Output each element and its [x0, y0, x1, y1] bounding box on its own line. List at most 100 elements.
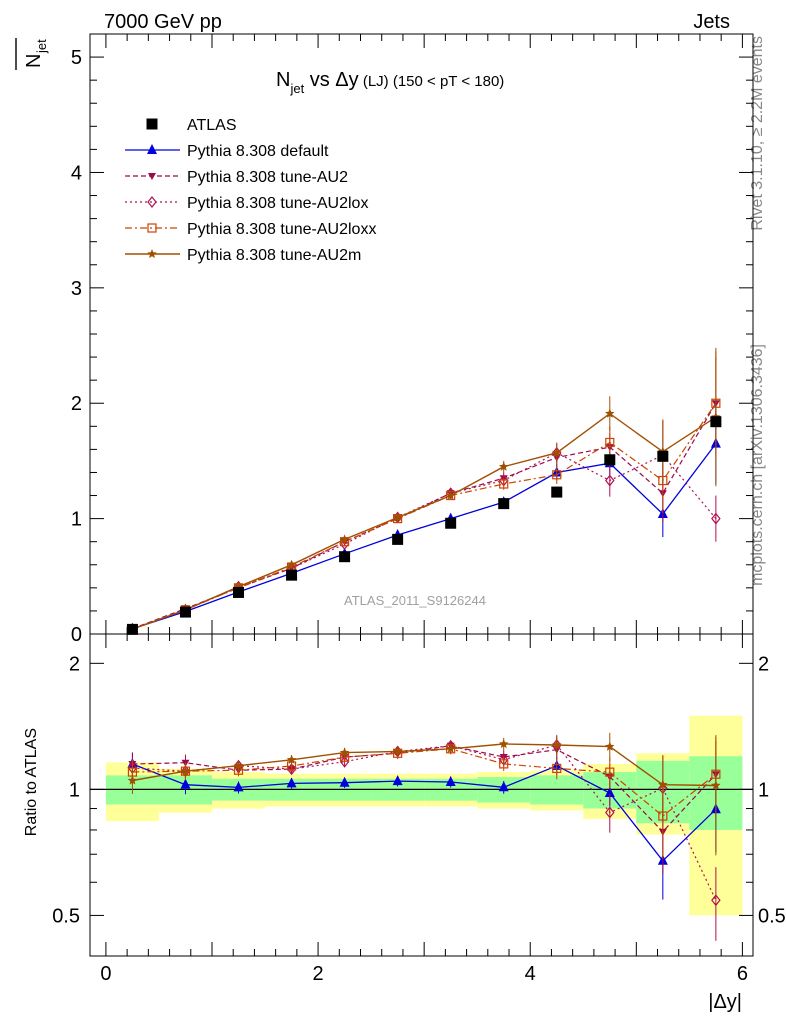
series-point	[605, 437, 615, 448]
ratio-point	[605, 806, 615, 819]
ratio-point	[658, 779, 668, 789]
legend-label: ATLAS	[187, 117, 237, 134]
legend-marker	[147, 144, 157, 154]
rivet-label: Rivet 3.1.10, ≥ 2.2M events	[749, 36, 766, 231]
title-sub: jet	[289, 81, 304, 96]
main-panel-data	[126, 416, 722, 635]
ratio-point	[445, 743, 456, 753]
ratio-point	[499, 739, 509, 749]
ratio-axes: 0 2 4 6 0.5 0.5 1 1 2 2	[52, 634, 786, 985]
legend-entry: Pythia 8.308 default	[125, 143, 329, 160]
main-axes: 0 1 2 3 4 5	[71, 33, 753, 646]
series-point	[605, 474, 615, 487]
legend-entry: Pythia 8.308 tune-AU2lox	[125, 195, 368, 212]
legend-marker	[147, 196, 157, 208]
series-line	[132, 412, 717, 630]
ratio-point	[286, 754, 297, 764]
ratio-y-tick-label: 0.5	[52, 905, 80, 927]
legend-marker	[146, 118, 158, 130]
main-panel-series	[127, 347, 721, 635]
ratio-point	[604, 787, 615, 798]
ratio-panel-series	[127, 732, 721, 941]
legend-marker	[147, 249, 157, 258]
ratio-y-tick-label-right: 2	[758, 653, 769, 675]
ratio-point	[180, 766, 191, 776]
ratio-panel-bands	[105, 715, 743, 916]
data-point	[286, 569, 298, 581]
xlabel: |Δy|	[708, 991, 742, 1013]
legend-entry: Pythia 8.308 tune-AU2m	[125, 247, 361, 264]
series-point	[499, 461, 509, 471]
series-point	[339, 534, 350, 544]
ratio-series-line	[132, 763, 717, 862]
ratio-y-tick-label-right: 0.5	[758, 905, 786, 927]
title-mid: vs Δy	[304, 69, 358, 91]
watermark: ATLAS_2011_S9126244	[344, 593, 486, 608]
ratio-point	[711, 780, 721, 790]
x-tick-label: 0	[100, 963, 111, 985]
ratio-point	[233, 760, 244, 770]
legend-marker	[147, 223, 157, 233]
ratio-point	[445, 775, 456, 786]
series-point	[392, 512, 403, 522]
ratio-series-line	[132, 743, 716, 787]
x-tick-label: 6	[737, 963, 748, 985]
ylabel-main: N	[23, 54, 45, 68]
series-line	[132, 443, 717, 630]
legend-entry: Pythia 8.308 tune-AU2loxx	[125, 221, 376, 238]
y-tick-label: 1	[71, 509, 82, 531]
ratio-series-line	[132, 744, 717, 901]
ratio-point	[499, 759, 509, 769]
legend-entry: Pythia 8.308 tune-AU2	[125, 169, 348, 186]
data-point	[392, 533, 404, 545]
data-point	[126, 623, 138, 635]
series-line	[132, 452, 717, 630]
ratio-point	[339, 776, 350, 787]
ratio-point	[286, 777, 297, 788]
ratio-point	[498, 781, 509, 792]
data-point	[445, 517, 457, 529]
ylabel-sub: jet	[34, 39, 49, 54]
data-point	[339, 551, 351, 563]
legend-entry: ATLAS	[146, 117, 237, 134]
data-point	[710, 416, 722, 428]
series-point	[445, 490, 456, 500]
data-point	[179, 606, 191, 618]
title-main: N	[276, 69, 290, 91]
plot-title: Njet vs Δy (LJ) (150 < pT < 180)	[276, 69, 504, 96]
y-tick-label: 3	[71, 278, 82, 300]
x-tick-label: 4	[525, 963, 536, 985]
data-point	[551, 486, 563, 498]
legend-label: Pythia 8.308 tune-AU2m	[187, 247, 361, 264]
y-tick-label: 2	[71, 393, 82, 415]
series-point	[499, 479, 509, 489]
ratio-point	[392, 775, 403, 786]
series-point	[711, 512, 721, 525]
y-tick-label: 4	[71, 162, 82, 184]
ratio-point	[180, 778, 191, 789]
series-point	[286, 559, 297, 569]
title-small: (LJ)	[359, 73, 389, 90]
ratio-point	[711, 894, 721, 907]
series-point	[552, 447, 562, 457]
ratio-point	[233, 781, 244, 792]
legend-label: Pythia 8.308 default	[187, 143, 329, 160]
title-cut: (150 < pT < 180)	[389, 73, 505, 90]
legend-label: Pythia 8.308 tune-AU2loxx	[187, 221, 376, 238]
ratio-series-line	[132, 745, 717, 833]
ratio-point	[286, 763, 297, 776]
header-left: 7000 GeV pp	[104, 11, 222, 33]
ratio-point	[339, 755, 350, 768]
legend-marker	[148, 173, 156, 180]
data-point	[233, 586, 245, 598]
ratio-point	[127, 775, 138, 785]
ratio-point	[605, 741, 615, 751]
ratio-point	[605, 767, 615, 777]
x-tick-label: 2	[313, 963, 324, 985]
ratio-y-tick-label-right: 1	[758, 779, 769, 801]
legend: ATLAS Pythia 8.308 default Pythia 8.308 tu…	[125, 117, 376, 264]
legend-label: Pythia 8.308 tune-AU2lox	[187, 195, 368, 212]
main-ylabel: N jet	[15, 38, 49, 70]
ratio-point	[552, 740, 562, 749]
